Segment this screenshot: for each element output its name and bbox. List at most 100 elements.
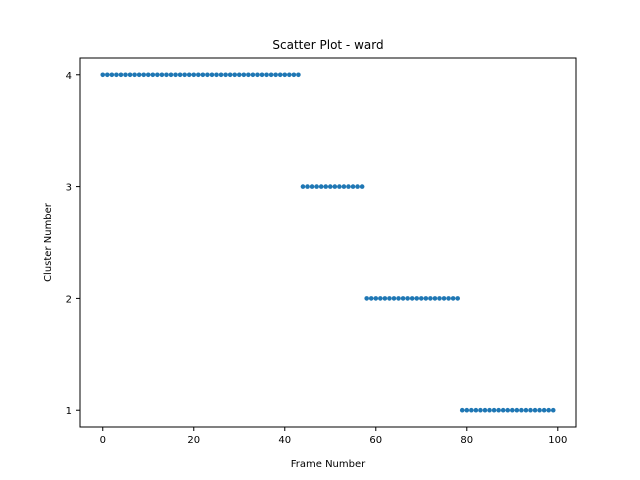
data-point: [118, 72, 124, 78]
data-point: [123, 72, 128, 78]
data-point: [305, 184, 310, 189]
x-tick-label: 0: [100, 435, 106, 446]
data-point: [450, 296, 456, 301]
data-point: [505, 407, 511, 413]
data-point: [428, 296, 433, 301]
data-point: [432, 296, 438, 301]
data-point: [396, 296, 401, 301]
plot-frame: [79, 57, 577, 428]
data-point: [236, 72, 242, 78]
data-point: [214, 72, 219, 78]
data-point: [350, 184, 356, 189]
y-axis-label: Cluster Number: [43, 202, 54, 282]
data-point: [355, 184, 360, 189]
data-point: [455, 296, 460, 301]
data-point: [218, 72, 224, 78]
data-point: [550, 407, 556, 413]
data-point: [223, 72, 228, 78]
data-point: [109, 72, 115, 78]
data-point: [528, 407, 533, 413]
data-point: [318, 184, 324, 189]
data-point: [409, 296, 415, 301]
data-point: [132, 72, 137, 78]
data-point: [287, 72, 292, 78]
x-tick-label: 100: [548, 435, 567, 446]
data-point: [327, 184, 333, 189]
data-point: [205, 72, 210, 78]
data-point: [227, 72, 233, 78]
data-point: [268, 72, 274, 78]
data-point: [273, 72, 278, 78]
data-point: [405, 296, 410, 301]
data-point: [196, 72, 201, 78]
data-point: [291, 72, 297, 78]
data-point: [500, 407, 506, 413]
data-point: [514, 407, 520, 413]
x-tick-label: 40: [278, 435, 291, 446]
data-point: [259, 72, 265, 78]
y-tick-label: 2: [66, 294, 72, 305]
plot-area: [100, 72, 556, 413]
data-point: [537, 407, 542, 413]
data-point: [496, 407, 501, 413]
data-point: [378, 296, 383, 301]
data-point: [423, 296, 429, 301]
data-point: [323, 184, 329, 189]
data-point: [145, 72, 151, 78]
data-point: [478, 407, 483, 413]
data-point: [418, 296, 424, 301]
y-tick-label: 4: [66, 71, 72, 82]
data-point: [464, 407, 470, 413]
data-point: [459, 407, 465, 413]
data-point: [359, 184, 365, 189]
data-point: [546, 407, 551, 413]
data-point: [114, 72, 119, 78]
data-point: [446, 296, 451, 301]
x-tick-label: 80: [460, 435, 473, 446]
data-point: [437, 296, 442, 301]
data-point: [314, 184, 319, 189]
data-point: [177, 72, 183, 78]
data-point: [186, 72, 192, 78]
data-point: [105, 72, 110, 78]
data-point: [300, 184, 306, 189]
x-tick-label: 20: [187, 435, 200, 446]
chart-title: Scatter Plot - ward: [272, 38, 383, 52]
data-point: [341, 184, 347, 189]
data-point: [509, 407, 515, 413]
data-point: [309, 184, 315, 189]
data-point: [382, 296, 388, 301]
data-point: [232, 72, 238, 78]
data-point: [387, 296, 392, 301]
data-point: [200, 72, 206, 78]
data-point: [264, 72, 269, 78]
x-tick-label: 60: [369, 435, 382, 446]
data-point: [127, 72, 133, 78]
data-point: [209, 72, 215, 78]
y-tick-label: 1: [66, 406, 72, 417]
data-point: [469, 407, 474, 413]
data-point: [168, 72, 174, 78]
data-point: [164, 72, 169, 78]
data-point: [100, 72, 106, 78]
data-point: [473, 407, 479, 413]
data-point: [519, 407, 524, 413]
data-point: [491, 407, 497, 413]
x-axis-label: Frame Number: [291, 459, 366, 470]
data-point: [391, 296, 397, 301]
y-tick-label: 3: [66, 183, 72, 194]
data-point: [182, 72, 187, 78]
data-point: [246, 72, 251, 78]
x-axis: 0 20 40 60 80 100: [100, 427, 567, 446]
data-point: [150, 72, 156, 78]
data-point: [400, 296, 406, 301]
data-point: [532, 407, 538, 413]
y-axis: 1 2 3 4: [66, 71, 80, 417]
data-point: [159, 72, 165, 78]
data-point: [373, 296, 379, 301]
data-point: [337, 184, 342, 189]
data-point: [441, 296, 447, 301]
data-point: [364, 296, 369, 301]
